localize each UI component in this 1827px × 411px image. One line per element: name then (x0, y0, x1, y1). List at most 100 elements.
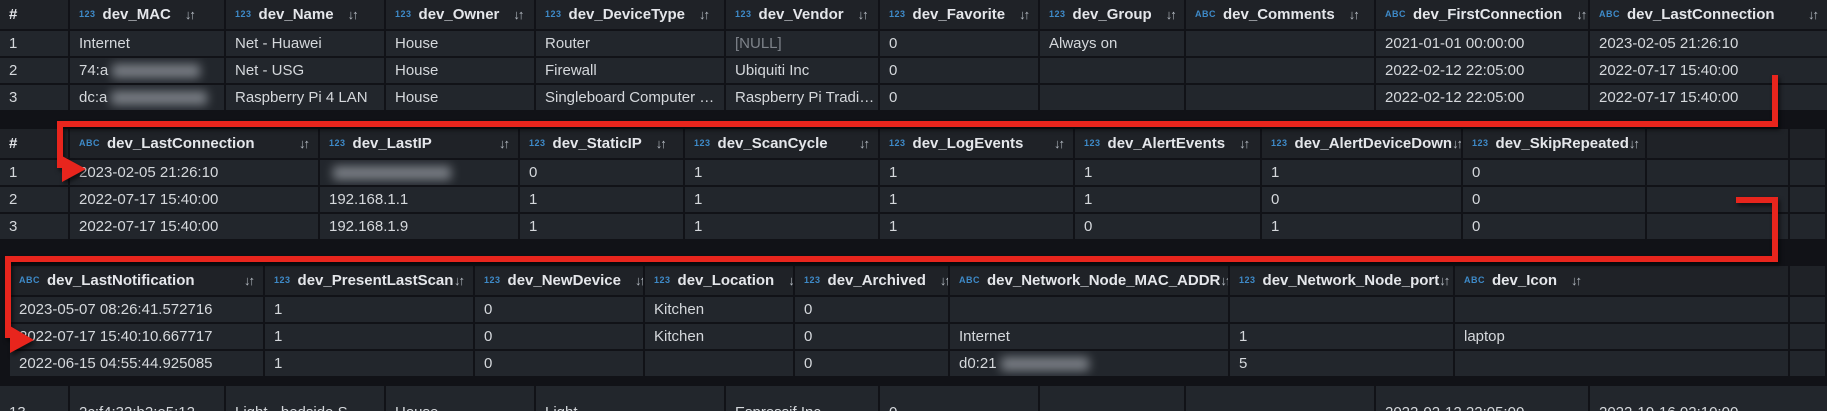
sort-icon[interactable]: ↓↑ (1808, 7, 1819, 22)
column-header-dev_LastConnection[interactable]: ABC dev_LastConnection ↓↑ (1590, 0, 1827, 29)
column-header-dev_Network_Node_port[interactable]: 123 dev_Network_Node_port ↓↑ (1230, 266, 1453, 295)
number-type-icon: 123 (484, 275, 501, 285)
column-header-dev_NewDevice[interactable]: 123 dev_NewDevice ↓↑ (475, 266, 643, 295)
sort-icon[interactable]: ↓↑ (699, 7, 710, 22)
sort-icon[interactable]: ↓↑ (859, 136, 870, 151)
cell-empty (1647, 214, 1788, 239)
cell-empty (1790, 297, 1825, 322)
column-header-dev_SkipRepeated[interactable]: 123 dev_SkipRepeated ↓↑ (1463, 129, 1645, 158)
column-header-dev_PresentLastScan[interactable]: 123 dev_PresentLastScan ↓↑ (265, 266, 473, 295)
sort-icon[interactable]: ↓↑ (1220, 273, 1228, 288)
column-header-dev_FirstConnection[interactable]: ABC dev_FirstConnection ↓↑ (1376, 0, 1588, 29)
cell-dev_PresentLastScan: 1 (265, 297, 473, 322)
column-header-dev_Name[interactable]: 123 dev_Name ↓↑ (226, 0, 384, 29)
sort-icon[interactable]: ↓↑ (788, 273, 793, 288)
sort-icon[interactable]: ↓↑ (1019, 7, 1030, 22)
cell-dev_ScanCycle: 1 (685, 160, 878, 185)
sort-icon[interactable]: ↓↑ (299, 136, 310, 151)
cell-dev_Network_Node_port: 5 (1230, 351, 1453, 376)
column-header-dev_ScanCycle[interactable]: 123 dev_ScanCycle ↓↑ (685, 129, 878, 158)
cell-value: 2022-07-17 15:40:00 (1599, 89, 1739, 106)
cell-dev_Network_Node_port: 1 (1230, 324, 1453, 349)
column-header-dev_AlertDeviceDown[interactable]: 123 dev_AlertDeviceDown ↓↑ (1262, 129, 1461, 158)
sort-icon[interactable]: ↓↑ (347, 7, 359, 22)
column-header-dev_Owner[interactable]: 123 dev_Owner ↓↑ (386, 0, 534, 29)
sort-icon[interactable]: ↓↑ (244, 273, 255, 288)
sort-icon[interactable]: ↓↑ (1628, 136, 1640, 151)
sort-icon[interactable]: ↓↑ (513, 7, 524, 22)
column-header-dev_Vendor[interactable]: 123 dev_Vendor ↓↑ (726, 0, 878, 29)
column-header-dev_AlertEvents[interactable]: 123 dev_AlertEvents ↓↑ (1075, 129, 1260, 158)
cell-dev_NewDevice: 0 (475, 324, 643, 349)
cell-#: 2 (0, 187, 68, 212)
column-header-dev_LastIP[interactable]: 123 dev_LastIP ↓↑ (320, 129, 518, 158)
cell-value: 2c:f4:32:b2:e5:12 (79, 386, 195, 411)
column-header-dev_Icon[interactable]: ABC dev_Icon ↓↑ (1455, 266, 1788, 295)
cell-value: 2022-07-17 15:40:10.667717 (19, 328, 213, 345)
cell-dev_PresentLastScan: 1 (265, 351, 473, 376)
column-header-#: # (0, 129, 68, 158)
cell-dev_Owner: House (386, 386, 534, 411)
column-header-dev_StaticIP[interactable]: 123 dev_StaticIP ↓↑ (520, 129, 683, 158)
sort-icon[interactable]: ↓↑ (184, 7, 196, 22)
sort-icon[interactable]: ↓↑ (1165, 7, 1177, 22)
cell-value: 1 (1271, 218, 1280, 235)
column-header-dev_LastNotification[interactable]: ABC dev_LastNotification ↓↑ (10, 266, 263, 295)
number-type-icon: 123 (1472, 138, 1489, 148)
sort-icon[interactable]: ↓↑ (454, 273, 465, 288)
header-row: ABC dev_LastNotification ↓↑ 123 dev_PresentL… (10, 266, 1827, 295)
table-row: 3 2022-07-17 15:40:00 192.168.1.9 1 1 1 0 1 0 (0, 214, 1827, 239)
number-type-icon: 123 (395, 9, 412, 19)
text-type-icon: ABC (1195, 9, 1216, 19)
cell-value: 0 (804, 355, 813, 372)
cell-dev_LogEvents: 1 (880, 214, 1073, 239)
cell-dev_Icon: laptop (1455, 324, 1788, 349)
sort-icon[interactable]: ↓↑ (655, 136, 667, 151)
column-header-dev_LogEvents[interactable]: 123 dev_LogEvents ↓↑ (880, 129, 1073, 158)
column-header-dev_LastConnection[interactable]: ABC dev_LastConnection ↓↑ (70, 129, 318, 158)
cell-dev_LastNotification: 2023-05-07 08:26:41.572716 (10, 297, 263, 322)
sort-icon[interactable]: ↓↑ (1576, 7, 1587, 22)
cell-dev_LastNotification: 2022-06-15 04:55:44.925085 (10, 351, 263, 376)
column-header-dev_MAC[interactable]: 123 dev_MAC ↓↑ (70, 0, 224, 29)
cell-dev_SkipRepeated: 0 (1463, 187, 1645, 212)
cell-dev_MAC: 74:a (70, 58, 224, 83)
column-label: dev_AlertEvents (1107, 135, 1226, 152)
cell-value: 0 (1472, 218, 1481, 235)
sort-icon[interactable]: ↓↑ (939, 273, 948, 288)
column-label: dev_Icon (1492, 272, 1558, 289)
column-header-dev_Comments[interactable]: ABC dev_Comments ↓↑ (1186, 0, 1374, 29)
cell-dev_Archived: 0 (795, 351, 948, 376)
sort-icon[interactable]: ↓↑ (1571, 273, 1582, 288)
cell-value: 1 (889, 164, 898, 181)
cell-dev_Comments (1186, 31, 1374, 56)
text-type-icon: ABC (19, 275, 40, 285)
sort-icon[interactable]: ↓↑ (857, 7, 869, 22)
table-row: 1 2023-02-05 21:26:10 0 1 1 1 1 0 (0, 160, 1827, 185)
column-label: dev_MAC (102, 6, 171, 23)
sort-icon[interactable]: ↓↑ (1439, 273, 1450, 288)
sort-icon[interactable]: ↓↑ (1452, 136, 1461, 151)
number-type-icon: 123 (545, 9, 562, 19)
cell-value: Ubiquiti Inc (735, 62, 810, 79)
sort-icon[interactable]: ↓↑ (1054, 136, 1065, 151)
column-header-dev_Favorite[interactable]: 123 dev_Favorite ↓↑ (880, 0, 1038, 29)
number-type-icon: 123 (529, 138, 546, 148)
column-header-dev_Network_Node_MAC_ADDR[interactable]: ABC dev_Network_Node_MAC_ADDR↓↑ (950, 266, 1228, 295)
cell-value: Light (545, 386, 578, 411)
column-header-dev_Archived[interactable]: 123 dev_Archived ↓↑ (795, 266, 948, 295)
column-header-dev_DeviceType[interactable]: 123 dev_DeviceType ↓↑ (536, 0, 724, 29)
sort-icon[interactable]: ↓↑ (634, 273, 643, 288)
column-header-dev_Group[interactable]: 123 dev_Group ↓↑ (1040, 0, 1184, 29)
cell-value: 0 (529, 164, 538, 181)
cell-dev_LastNotification: 2022-07-17 15:40:10.667717 (10, 324, 263, 349)
column-label: dev_Archived (827, 272, 926, 289)
sort-icon[interactable]: ↓↑ (1348, 7, 1360, 22)
cell-dev_Name: Net - Huawei (226, 31, 384, 56)
sort-icon[interactable]: ↓↑ (1239, 136, 1250, 151)
cell-dev_ScanCycle: 1 (685, 187, 878, 212)
cell-dev_Location (645, 351, 793, 376)
column-header-dev_Location[interactable]: 123 dev_Location ↓↑ (645, 266, 793, 295)
sort-icon[interactable]: ↓↑ (499, 136, 510, 151)
cell-dev_DeviceType: Singleboard Computer … (536, 85, 724, 110)
